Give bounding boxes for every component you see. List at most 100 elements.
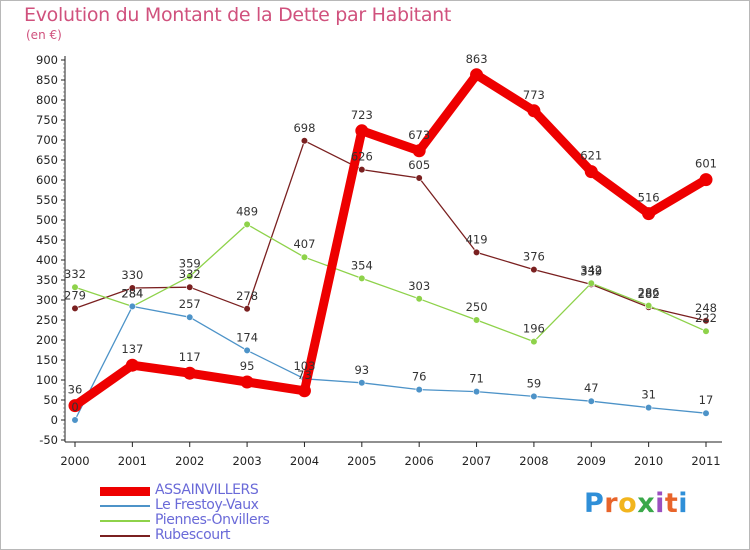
data-point	[527, 104, 541, 118]
y-tick-label: 100	[36, 373, 58, 387]
x-tick-label: 2000	[60, 454, 89, 468]
y-tick-label: 600	[36, 173, 58, 187]
data-label: 31	[641, 388, 656, 402]
data-point	[415, 386, 423, 394]
series-line-piennes-onvillers	[74, 223, 707, 343]
data-point	[472, 316, 481, 324]
data-label: 17	[699, 393, 714, 407]
data-point	[358, 274, 366, 283]
legend-label: Piennes-Onvillers	[155, 512, 270, 528]
chart-unit: (en €)	[26, 28, 62, 42]
y-tick-label: 50	[43, 393, 58, 407]
series-line-le-frestoy-vaux	[74, 305, 707, 421]
data-label: 419	[466, 232, 488, 246]
proxiti-logo: Proxiti	[584, 488, 688, 519]
data-point	[587, 279, 595, 287]
data-label: 248	[695, 301, 717, 315]
data-point	[645, 302, 653, 310]
series-line-assainvillers	[70, 70, 711, 411]
y-tick-label: 500	[36, 213, 58, 227]
logo-letter: o	[618, 488, 638, 519]
data-label: 196	[523, 322, 545, 336]
data-label: 174	[236, 330, 258, 344]
y-tick-label: 0	[51, 413, 58, 427]
x-tick-label: 2003	[232, 454, 261, 468]
data-label: 376	[523, 250, 545, 264]
y-tick-label: 850	[36, 73, 58, 87]
y-tick-label: 450	[36, 233, 58, 247]
logo-letter: t	[664, 488, 679, 519]
legend-swatch	[100, 520, 150, 522]
data-point	[300, 253, 309, 261]
y-tick-label: 400	[36, 253, 58, 267]
data-point	[645, 404, 653, 412]
data-label: 303	[408, 279, 430, 293]
data-label: 626	[351, 150, 373, 164]
y-tick-label: 150	[36, 353, 58, 367]
y-tick-label: 700	[36, 133, 58, 147]
logo-letter: P	[584, 488, 605, 519]
x-tick-label: 2009	[577, 454, 606, 468]
x-tick-label: 2007	[462, 454, 491, 468]
y-tick-label: 200	[36, 333, 58, 347]
data-label: 516	[638, 191, 660, 205]
y-tick-label: 250	[36, 313, 58, 327]
x-tick-label: 2004	[290, 454, 319, 468]
data-label: 489	[236, 204, 258, 218]
data-point	[530, 338, 538, 346]
y-tick-label: 900	[36, 53, 58, 67]
data-label: 342	[580, 263, 602, 277]
y-tick-label: 650	[36, 153, 58, 167]
data-label: 278	[236, 289, 258, 303]
data-label: 117	[179, 350, 201, 364]
chart-axes: -50 0 50 100 150 200 250 300 350 400 450 500 550 600 6…	[36, 53, 722, 468]
data-label: 47	[584, 381, 599, 395]
x-tick-label: 2006	[405, 454, 434, 468]
data-point	[530, 266, 538, 274]
logo-letter: r	[604, 488, 619, 519]
y-tick-label: 300	[36, 293, 58, 307]
data-point	[243, 220, 251, 228]
data-label: 71	[469, 372, 484, 386]
data-label: 279	[64, 288, 86, 302]
data-point	[71, 416, 79, 424]
data-point	[186, 313, 194, 321]
data-point	[71, 283, 79, 291]
data-point	[186, 272, 194, 281]
data-point	[472, 388, 481, 396]
logo-letter: i	[678, 488, 689, 519]
data-label: 698	[293, 121, 315, 135]
data-label: 359	[179, 256, 201, 270]
data-label: 257	[179, 297, 201, 311]
data-point	[470, 68, 484, 82]
data-label: 95	[240, 359, 255, 373]
data-point	[415, 295, 423, 303]
y-tick-label: -50	[39, 433, 58, 447]
data-point	[240, 375, 254, 389]
data-point	[584, 165, 598, 179]
data-point	[183, 366, 197, 380]
chart-title: Evolution du Montant de la Dette par Hab…	[24, 4, 452, 26]
data-label: 605	[408, 158, 430, 172]
data-point	[297, 384, 311, 398]
data-label: 36	[68, 383, 83, 397]
data-label: 773	[523, 88, 545, 102]
data-point	[358, 379, 366, 387]
data-label: 723	[351, 108, 373, 122]
data-label: 103	[293, 359, 315, 373]
data-label: 284	[121, 286, 143, 300]
data-point	[530, 392, 538, 401]
data-label: 93	[354, 363, 369, 377]
data-label: 601	[695, 157, 717, 171]
data-label: 137	[121, 342, 143, 356]
data-point	[642, 207, 656, 221]
data-point	[415, 174, 423, 182]
data-point	[243, 346, 251, 355]
data-point	[71, 304, 79, 313]
legend-swatch	[100, 505, 150, 507]
legend-label: Rubescourt	[155, 527, 231, 543]
data-label: 332	[179, 267, 201, 281]
data-point	[472, 248, 481, 256]
data-label: 73	[297, 368, 312, 382]
